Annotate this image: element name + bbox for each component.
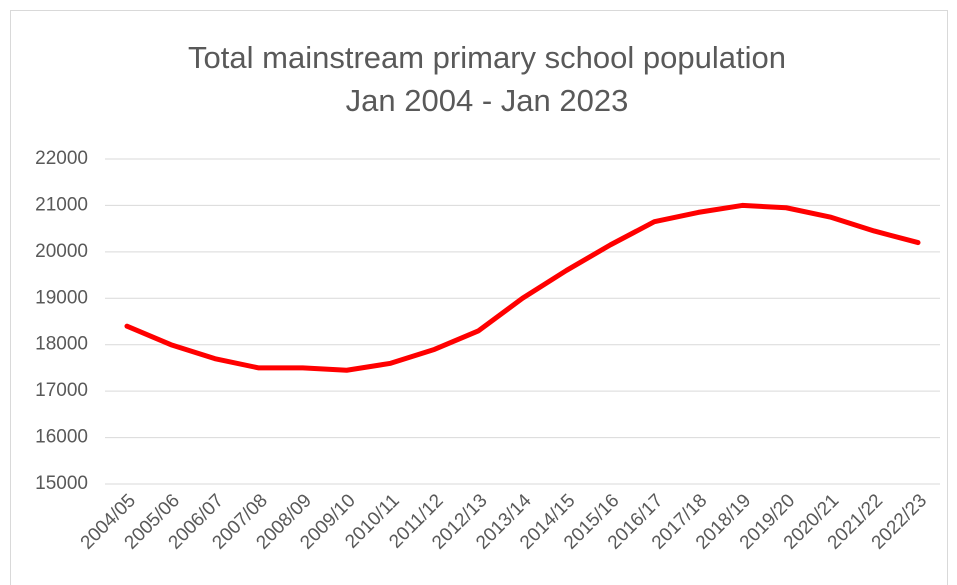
y-tick-label: 22000 xyxy=(35,148,88,169)
y-tick-label: 15000 xyxy=(35,473,88,494)
y-tick-label: 18000 xyxy=(35,334,88,355)
y-tick-label: 20000 xyxy=(35,241,88,262)
y-tick-label: 19000 xyxy=(35,287,88,308)
y-tick-label: 16000 xyxy=(35,427,88,448)
chart-subtitle: Jan 2004 - Jan 2023 xyxy=(346,83,629,118)
data-line xyxy=(124,202,921,373)
y-tick-label: 17000 xyxy=(35,380,88,401)
chart-border xyxy=(10,10,948,585)
y-tick-label: 21000 xyxy=(35,194,88,215)
chart-title: Total mainstream primary school populati… xyxy=(188,40,786,75)
